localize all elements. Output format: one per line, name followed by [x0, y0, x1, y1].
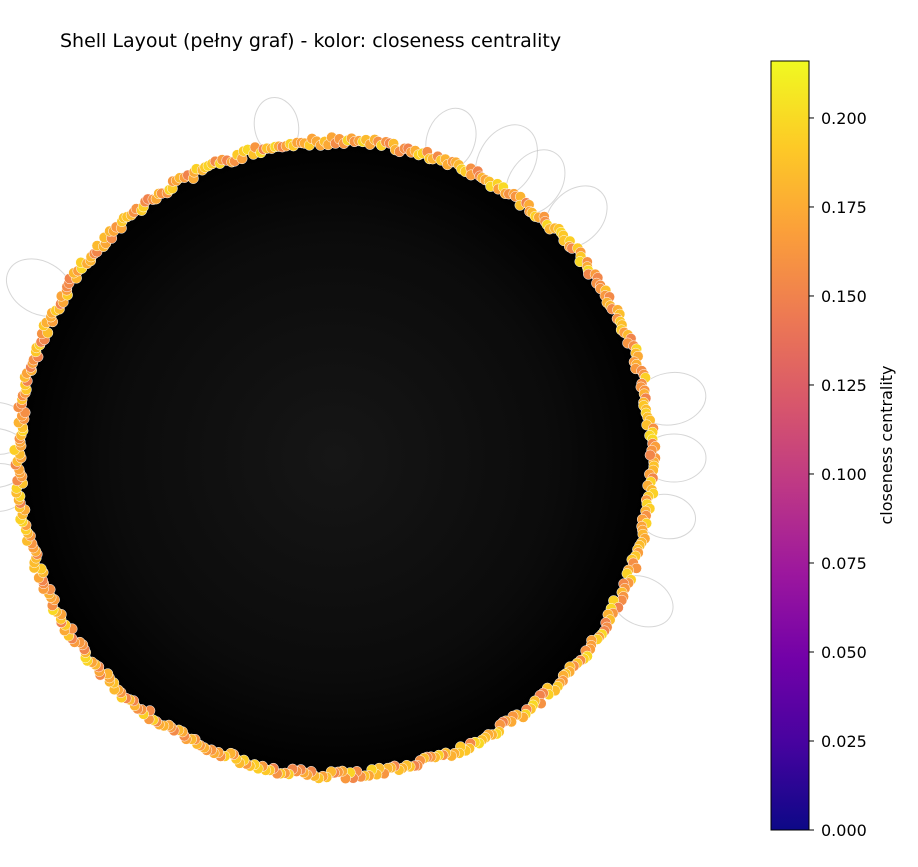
- chart-title: Shell Layout (pełny graf) - kolor: close…: [60, 30, 562, 52]
- edge-mass: [17, 140, 653, 776]
- colorbar-tick-label: 0.050: [821, 643, 867, 662]
- colorbar-tick-label: 0.125: [821, 376, 867, 395]
- colorbar-label: closeness centrality: [877, 365, 896, 524]
- colorbar-tick-label: 0.000: [821, 821, 867, 840]
- colorbar-tick-label: 0.175: [821, 198, 867, 217]
- graph-node: [644, 449, 656, 461]
- colorbar-tick-label: 0.200: [821, 109, 867, 128]
- node-ring: [8, 131, 661, 784]
- colorbar-tick-label: 0.150: [821, 287, 867, 306]
- colorbar-tick-label: 0.100: [821, 465, 867, 484]
- colorbar-gradient: [770, 60, 810, 831]
- colorbar-tick-label: 0.075: [821, 554, 867, 573]
- colorbar-tick-label: 0.025: [821, 732, 867, 751]
- graph-plot: [0, 97, 707, 784]
- colorbar-ticks: 0.000 0.025 0.050 0.075 0.100 0.125 0.150 0.175…: [809, 109, 867, 840]
